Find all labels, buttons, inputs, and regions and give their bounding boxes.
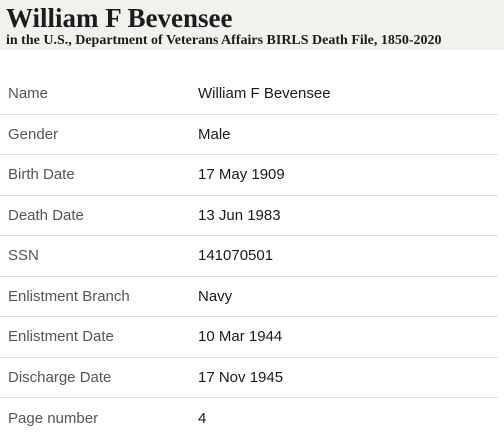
record-label: Enlistment Branch bbox=[8, 287, 130, 305]
record-value: William F Bevensee bbox=[198, 85, 331, 103]
record-row-birth-date: Birth Date 17 May 1909 bbox=[0, 155, 498, 196]
record-row-name: Name William F Bevensee bbox=[0, 74, 498, 115]
record-value: 4 bbox=[198, 409, 207, 427]
record-row-death-date: Death Date 13 Jun 1983 bbox=[0, 196, 498, 236]
record-value: 141070501 bbox=[198, 247, 274, 265]
record-value: 17 May 1909 bbox=[198, 166, 285, 184]
record-label: Gender bbox=[8, 125, 59, 143]
record-row-discharge-date: Discharge Date 17 Nov 1945 bbox=[0, 358, 498, 398]
record-label: SSN bbox=[8, 247, 39, 265]
page-title: William F Bevensee bbox=[6, 3, 233, 33]
record-row-gender: Gender Male bbox=[0, 115, 498, 155]
record-label: Death Date bbox=[8, 206, 84, 224]
record-details-table: Name William F Bevensee Gender Male Birt… bbox=[0, 74, 504, 439]
record-label: Name bbox=[8, 85, 49, 103]
record-value: Navy bbox=[198, 287, 233, 305]
record-row-enlistment-date: Enlistment Date 10 Mar 1944 bbox=[0, 317, 498, 358]
record-value: 17 Nov 1945 bbox=[198, 368, 284, 386]
record-label: Enlistment Date bbox=[8, 328, 114, 346]
record-value: 10 Mar 1944 bbox=[198, 328, 283, 346]
record-row-page-number: Page number 4 bbox=[0, 398, 498, 439]
record-label: Discharge Date bbox=[8, 368, 112, 386]
record-label: Page number bbox=[8, 409, 99, 427]
record-header: William F Bevensee in the U.S., Departme… bbox=[0, 0, 504, 50]
collection-subtitle: in the U.S., Department of Veterans Affa… bbox=[6, 33, 442, 48]
record-row-ssn: SSN 141070501 bbox=[0, 236, 498, 277]
record-value: 13 Jun 1983 bbox=[198, 206, 281, 224]
record-value: Male bbox=[198, 125, 231, 143]
record-row-enlistment-branch: Enlistment Branch Navy bbox=[0, 277, 498, 317]
record-label: Birth Date bbox=[8, 166, 75, 184]
